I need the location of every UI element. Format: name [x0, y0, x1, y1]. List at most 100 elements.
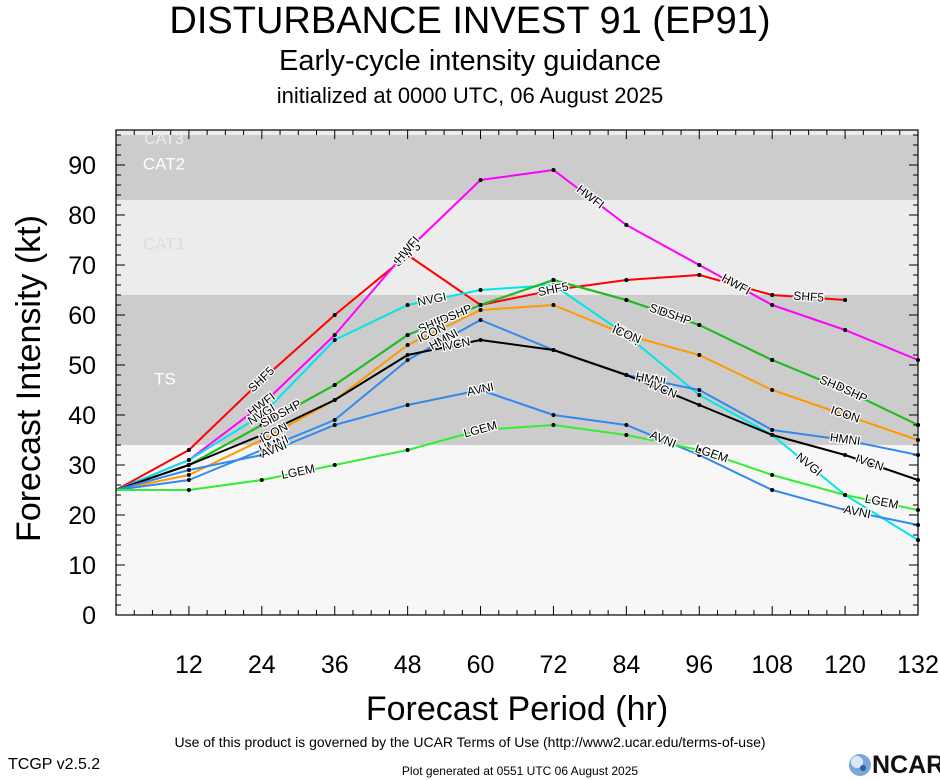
- data-point-icon: [770, 388, 775, 392]
- data-point-lgem: [551, 423, 556, 427]
- x-tick-label: 84: [612, 651, 640, 679]
- data-point-lgem: [843, 493, 848, 497]
- data-point-icon: [551, 303, 556, 307]
- data-point-hwfi: [551, 168, 556, 172]
- data-point-hmni: [843, 438, 848, 442]
- data-point-lgem: [332, 463, 337, 467]
- data-point-shf5: [332, 313, 337, 317]
- band-ts: [116, 295, 918, 445]
- data-point-dshp: [770, 358, 775, 362]
- x-tick-label: 72: [540, 651, 568, 679]
- data-point-ivcn: [551, 348, 556, 352]
- series-line-nvgi: [115, 284, 919, 541]
- band-label-cat3: CAT3: [144, 131, 184, 148]
- data-point-shf5: [770, 293, 775, 297]
- x-tick-label: 120: [824, 651, 866, 679]
- data-point-hmni: [186, 478, 191, 482]
- data-point-nvgi: [478, 288, 483, 292]
- data-point-avni: [478, 388, 483, 392]
- data-point-hmni: [770, 428, 775, 432]
- y-axis-label: Forecast Intensity (kt): [10, 215, 48, 542]
- series-label-ivcn: IVCN: [441, 334, 472, 353]
- data-point-lgem: [697, 448, 702, 452]
- data-point-dshp: [624, 298, 629, 302]
- y-tick-label: 10: [68, 552, 96, 580]
- data-point-avni: [843, 508, 848, 512]
- data-point-shf5: [697, 273, 702, 277]
- y-tick-label: 30: [68, 452, 96, 480]
- generated-time: Plot generated at 0551 UTC 06 August 202…: [401, 764, 639, 778]
- data-point-shf5: [624, 278, 629, 282]
- y-tick-label: 40: [68, 402, 96, 430]
- terms-of-use: Use of this product is governed by the U…: [174, 734, 766, 750]
- data-point-nvgi: [551, 283, 556, 287]
- x-tick-label: 96: [685, 651, 713, 679]
- data-point-nvgi: [186, 458, 191, 462]
- data-point-dshp: [551, 278, 556, 282]
- data-point-nvgi: [259, 413, 264, 417]
- x-tick-label: 48: [394, 651, 422, 679]
- data-point-icon: [186, 473, 191, 477]
- data-point-ivcn: [186, 463, 191, 467]
- data-point-icon: [405, 343, 410, 347]
- ncar-wordmark: NCAR: [872, 751, 940, 779]
- data-point-ivcn: [770, 433, 775, 437]
- data-point-ivcn: [259, 433, 264, 437]
- band-cat1: [116, 200, 918, 295]
- data-point-ivcn: [624, 373, 629, 377]
- data-point-shf5: [843, 298, 848, 302]
- y-tick-label: 50: [68, 352, 96, 380]
- data-point-hwfi: [259, 403, 264, 407]
- data-point-hwfi: [697, 263, 702, 267]
- plot-background: [116, 445, 918, 615]
- data-point-lgem: [259, 478, 264, 482]
- ncar-logo: NCAR: [846, 751, 940, 779]
- band-label-cat2: CAT2: [143, 154, 185, 173]
- data-point-ivcn: [843, 453, 848, 457]
- data-point-hwfi: [770, 303, 775, 307]
- series-label-shf5: SHF5: [793, 289, 825, 305]
- data-point-lgem: [186, 488, 191, 492]
- series-line-hwfi: [115, 169, 919, 491]
- init-time: initialized at 0000 UTC, 06 August 2025: [276, 83, 664, 108]
- band-cat2: [116, 135, 918, 200]
- series-label-avni: AVNI: [843, 502, 872, 521]
- data-point-icon: [624, 333, 629, 337]
- data-point-ivcn: [332, 398, 337, 402]
- data-point-hwfi: [478, 178, 483, 182]
- series-markers: [186, 168, 920, 542]
- data-point-icon: [259, 438, 264, 442]
- series-line-dshp: [115, 279, 919, 491]
- data-point-hwfi: [843, 328, 848, 332]
- data-point-avni: [332, 423, 337, 427]
- data-point-icon: [843, 413, 848, 417]
- series-line-icon: [115, 304, 919, 491]
- data-point-dshp: [697, 323, 702, 327]
- x-tick-label: 36: [321, 651, 349, 679]
- data-point-shf5: [186, 448, 191, 452]
- data-point-hwfi: [624, 223, 629, 227]
- data-point-nvgi: [405, 303, 410, 307]
- chart-title: DISTURBANCE INVEST 91 (EP91): [169, 0, 771, 42]
- data-point-shf5: [259, 378, 264, 382]
- data-point-nvgi: [697, 393, 702, 397]
- data-point-dshp: [405, 333, 410, 337]
- data-point-hwfi: [405, 248, 410, 252]
- y-tick-label: 0: [82, 602, 96, 630]
- axis-ticks: [115, 130, 919, 616]
- x-tick-label: 24: [248, 651, 276, 679]
- data-point-shf5: [405, 253, 410, 257]
- band-label-cat1: CAT1: [143, 234, 185, 253]
- series-line-ivcn: [115, 339, 919, 491]
- data-point-avni: [259, 453, 264, 457]
- x-tick-label: 108: [751, 651, 793, 679]
- version-label: TCGP v2.5.2: [8, 756, 101, 773]
- data-point-dshp: [332, 383, 337, 387]
- data-point-lgem: [405, 448, 410, 452]
- band-label-ts: TS: [154, 369, 176, 388]
- data-point-shf5: [551, 288, 556, 292]
- x-tick-label: 132: [897, 651, 939, 679]
- series-label-hmni: HMNI: [829, 430, 861, 448]
- data-point-nvgi: [332, 338, 337, 342]
